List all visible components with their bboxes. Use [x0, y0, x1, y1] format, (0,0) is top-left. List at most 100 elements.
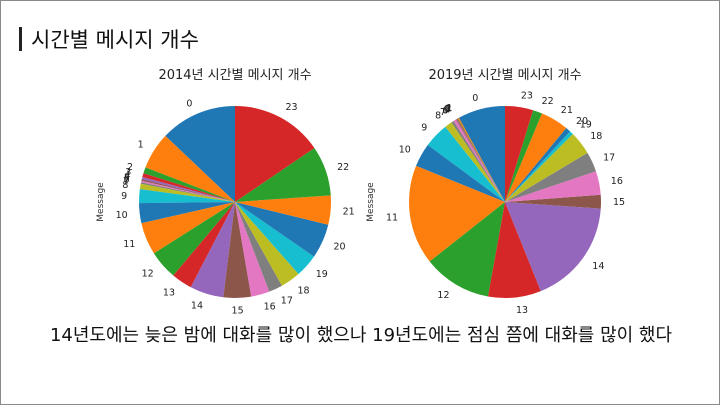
- pie-chart-2019-svg: 2019년 시간별 메시지 개수Message01234567891011121…: [366, 68, 625, 316]
- slice-label-14: 14: [191, 301, 203, 312]
- pie-slice-19: [235, 202, 314, 275]
- slice-label-19: 19: [316, 269, 328, 280]
- slice-label-18: 18: [590, 131, 602, 142]
- slice-label-3: 3: [445, 104, 451, 115]
- slice-label-15: 15: [613, 197, 625, 208]
- pie-slice-21: [235, 195, 331, 225]
- slice-label-13: 13: [163, 287, 175, 298]
- slice-label-4: 4: [444, 104, 450, 115]
- slice-label-12: 12: [437, 290, 449, 301]
- pie-slice-14: [190, 202, 235, 298]
- slice-label-22: 22: [337, 162, 349, 173]
- slide-heading: 시간별 메시지 개수: [19, 25, 199, 53]
- slice-label-14: 14: [592, 261, 604, 272]
- slice-label-19: 19: [580, 120, 592, 131]
- pie-slice-5: [141, 179, 235, 202]
- slice-label-17: 17: [281, 295, 293, 306]
- pie-slice-8: [139, 183, 235, 202]
- pie-slice-1: [457, 117, 505, 202]
- slice-label-23: 23: [286, 102, 298, 113]
- pie-slice-21: [505, 113, 567, 202]
- slice-label-7: 7: [440, 107, 446, 118]
- slide-caption: 14년도에는 늦은 밤에 대화를 많이 했으나 19년도에는 점심 쯤에 대화를…: [49, 325, 673, 346]
- slice-label-10: 10: [116, 210, 128, 221]
- pie-slice-18: [505, 134, 588, 202]
- pie-slice-3: [456, 118, 505, 202]
- pie-slice-20: [505, 128, 571, 202]
- slide-title: 시간별 메시지 개수: [31, 28, 199, 52]
- slice-label-0: 0: [186, 98, 192, 109]
- slice-label-2: 2: [127, 162, 133, 173]
- slice-label-16: 16: [264, 302, 276, 313]
- slice-label-9: 9: [421, 123, 427, 134]
- pie-slice-11: [409, 165, 505, 262]
- slice-label-1: 1: [138, 140, 144, 151]
- y-axis-label: Message: [366, 182, 376, 222]
- pie-slice-16: [235, 202, 270, 297]
- pie-slice-4: [456, 119, 505, 202]
- slice-label-9: 9: [121, 191, 127, 202]
- slice-label-2: 2: [446, 104, 452, 115]
- slice-label-1: 1: [446, 103, 452, 114]
- pie-slice-19: [505, 131, 573, 202]
- pie-slice-22: [235, 148, 331, 202]
- pie-slice-18: [235, 202, 299, 286]
- pie-slice-12: [429, 202, 505, 297]
- pie-slice-7: [140, 182, 235, 202]
- pie-slice-9: [427, 126, 505, 202]
- slice-label-3: 3: [125, 167, 131, 178]
- pie-slice-0: [165, 106, 235, 202]
- pie-slice-16: [505, 171, 601, 202]
- heading-accent-bar: [19, 27, 22, 51]
- pie-slice-2: [457, 118, 505, 202]
- pie-slice-1: [145, 135, 235, 202]
- slice-label-10: 10: [399, 145, 411, 156]
- slice-label-5: 5: [124, 173, 130, 184]
- pie-slice-22: [505, 110, 542, 202]
- pie-slice-20: [235, 202, 329, 257]
- slice-label-18: 18: [298, 286, 310, 297]
- slice-label-21: 21: [561, 105, 573, 116]
- pie-slice-23: [235, 106, 315, 202]
- slice-label-21: 21: [343, 207, 355, 218]
- pie-slice-13: [173, 202, 235, 288]
- slice-label-12: 12: [142, 269, 154, 280]
- pie-slice-11: [141, 202, 235, 254]
- pie-slice-10: [416, 145, 505, 202]
- slice-label-17: 17: [603, 152, 615, 163]
- pie-slice-17: [505, 152, 596, 202]
- pie-slice-3: [142, 173, 235, 202]
- slice-label-13: 13: [516, 305, 528, 316]
- slice-label-20: 20: [334, 242, 346, 253]
- slice-label-23: 23: [521, 91, 533, 102]
- pie-slice-9: [139, 189, 235, 204]
- slice-label-4: 4: [124, 171, 130, 182]
- slice-label-11: 11: [123, 239, 135, 250]
- pie-slice-2: [143, 167, 235, 202]
- slice-label-8: 8: [435, 110, 441, 121]
- pie-slice-23: [505, 106, 534, 202]
- pie-slice-10: [139, 202, 235, 224]
- pie-slice-8: [445, 122, 505, 202]
- slice-label-11: 11: [386, 213, 398, 224]
- pie-slice-4: [141, 176, 235, 202]
- pie-chart-2019: 2019년 시간별 메시지 개수 Message 0 1 2 3 4 5 6 7 8 9 10 11 12 1…: [353, 63, 653, 318]
- chart-title: 2019년 시간별 메시지 개수: [428, 68, 581, 83]
- pie-slice-14: [505, 202, 601, 292]
- pie-slice-7: [451, 120, 505, 202]
- y-axis-label: Message: [96, 182, 106, 222]
- pie-slice-17: [235, 202, 282, 292]
- slice-label-20: 20: [576, 116, 588, 127]
- slice-label-6: 6: [442, 106, 448, 117]
- pie-slice-12: [153, 202, 235, 276]
- pie-slice-15: [223, 202, 252, 299]
- slice-label-8: 8: [122, 180, 128, 191]
- slice-label-0: 0: [472, 93, 478, 104]
- pie-slice-5: [455, 119, 505, 202]
- chart-title: 2014년 시간별 메시지 개수: [158, 68, 311, 83]
- pie-chart-2014: 2014년 시간별 메시지 개수 Message 0 1 2 3 4 5 6 7 8 9 10 11 12 1…: [83, 63, 383, 318]
- slice-label-6: 6: [123, 174, 129, 185]
- pie-slice-15: [505, 194, 601, 209]
- slice-label-22: 22: [542, 96, 554, 107]
